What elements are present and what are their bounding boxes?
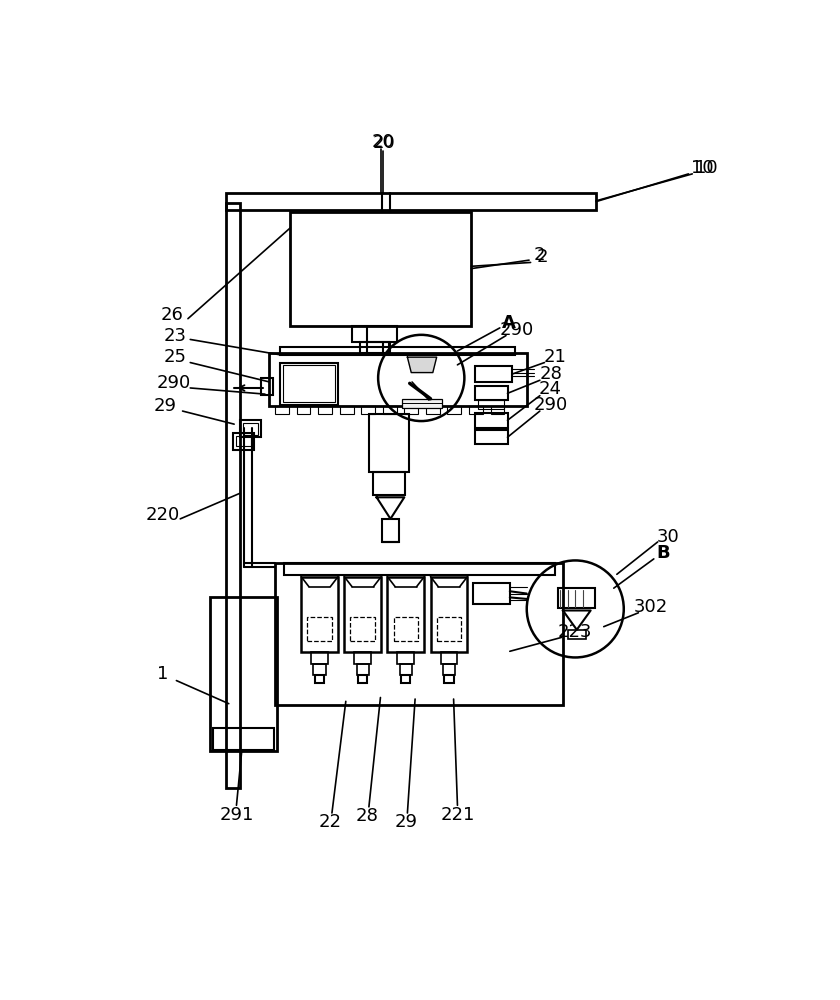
Bar	[426, 406, 440, 414]
Text: B: B	[656, 544, 669, 562]
Text: 21: 21	[543, 348, 567, 366]
Bar	[311, 652, 328, 664]
Bar	[339, 406, 354, 414]
Text: 302: 302	[633, 598, 668, 616]
Bar	[354, 652, 371, 664]
Text: 2: 2	[534, 246, 546, 264]
Text: 10: 10	[691, 159, 714, 177]
Bar	[475, 386, 507, 400]
Text: 10: 10	[695, 159, 717, 177]
Bar	[437, 617, 461, 641]
Bar	[448, 406, 461, 414]
Text: 23: 23	[163, 327, 186, 345]
Bar	[352, 326, 396, 342]
Polygon shape	[376, 497, 404, 519]
Text: 2: 2	[537, 248, 548, 266]
Bar	[444, 675, 454, 683]
Bar	[227, 193, 596, 210]
Bar	[269, 353, 527, 406]
Bar	[307, 617, 332, 641]
Bar	[475, 430, 507, 444]
Bar	[243, 423, 258, 435]
Bar	[402, 399, 442, 408]
Text: 25: 25	[163, 348, 186, 366]
Text: 290: 290	[533, 396, 568, 414]
Bar	[568, 630, 586, 639]
Bar	[394, 617, 418, 641]
Bar	[213, 728, 274, 750]
Bar	[239, 420, 261, 437]
Bar	[440, 652, 458, 664]
Bar	[233, 433, 255, 450]
Bar	[475, 413, 507, 428]
Text: 28: 28	[539, 365, 562, 383]
Text: 24: 24	[539, 380, 562, 398]
Bar	[281, 363, 339, 405]
Bar	[478, 400, 504, 409]
Bar	[383, 406, 396, 414]
Bar	[275, 563, 563, 705]
Text: 29: 29	[154, 397, 177, 415]
Bar	[369, 414, 409, 472]
Bar	[281, 347, 515, 355]
Bar	[318, 406, 332, 414]
Text: 290: 290	[500, 321, 534, 339]
Bar	[297, 406, 311, 414]
Bar	[291, 212, 471, 326]
Bar	[360, 342, 389, 353]
Text: 20: 20	[373, 134, 396, 152]
Bar	[559, 588, 596, 608]
Text: 29: 29	[394, 813, 417, 831]
Bar	[402, 675, 411, 683]
Bar	[283, 365, 335, 402]
Bar	[387, 577, 424, 652]
Bar	[209, 597, 277, 751]
Bar	[350, 617, 375, 641]
Polygon shape	[563, 610, 591, 630]
Bar	[443, 664, 455, 675]
Bar	[302, 577, 338, 652]
Bar	[400, 664, 412, 675]
Bar	[361, 406, 375, 414]
Bar	[275, 406, 289, 414]
Bar	[373, 472, 405, 495]
Text: 290: 290	[156, 374, 191, 392]
Text: 30: 30	[656, 528, 679, 546]
Bar	[284, 563, 555, 575]
Bar	[315, 675, 324, 683]
Bar	[397, 652, 414, 664]
Bar	[313, 664, 326, 675]
Bar	[469, 406, 483, 414]
Bar	[431, 577, 468, 652]
Bar	[227, 203, 240, 788]
Text: A: A	[502, 314, 516, 332]
Text: 220: 220	[145, 506, 180, 524]
Text: 1: 1	[157, 665, 168, 683]
Bar	[261, 378, 273, 395]
Polygon shape	[407, 357, 437, 373]
Bar	[357, 664, 369, 675]
Text: 291: 291	[219, 806, 254, 824]
Bar	[382, 519, 399, 542]
Bar	[236, 436, 251, 446]
Text: 20: 20	[371, 133, 394, 151]
Text: 28: 28	[356, 807, 379, 825]
Bar	[473, 583, 510, 604]
Bar	[358, 675, 367, 683]
Text: 22: 22	[319, 813, 342, 831]
Text: 221: 221	[440, 806, 475, 824]
Bar	[344, 577, 381, 652]
Text: 223: 223	[558, 623, 592, 641]
Text: 26: 26	[161, 306, 184, 324]
Bar	[491, 406, 505, 414]
Bar	[404, 406, 418, 414]
Bar	[475, 366, 512, 382]
